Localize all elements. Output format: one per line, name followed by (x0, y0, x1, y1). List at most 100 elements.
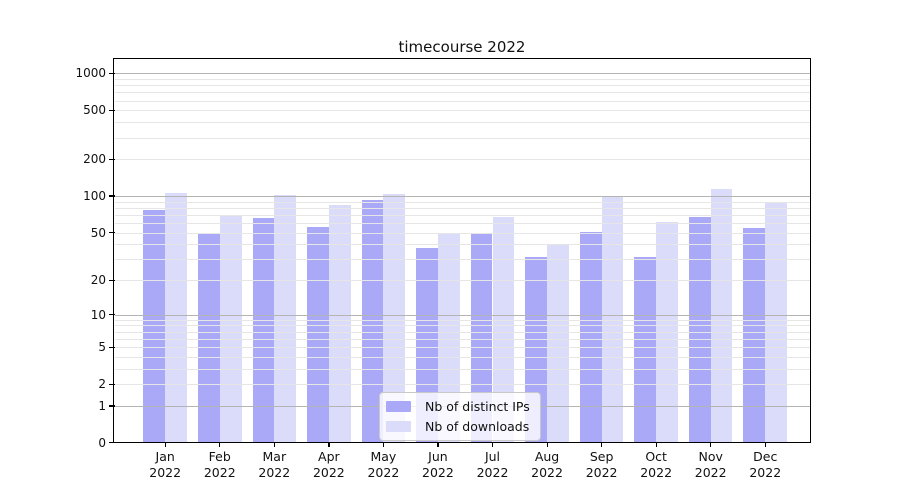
gridline-20 (114, 280, 810, 282)
bar-downloads-nov (710, 189, 733, 443)
y-tick-mark (109, 383, 115, 385)
y-tick-label-5: 5 (98, 340, 106, 355)
legend-swatch-distinct-ips (386, 401, 411, 412)
y-tick-mark (109, 72, 115, 74)
y-tick-mark (109, 405, 115, 407)
x-tick-label-apr: Apr 2022 (312, 449, 345, 480)
gridline-500 (114, 110, 810, 112)
x-tick-mark (328, 442, 330, 447)
gridline-600 (114, 100, 810, 102)
y-tick-mark (109, 442, 115, 444)
x-tick-label-may: May 2022 (367, 449, 400, 480)
legend-item-distinct-ips: Nb of distinct IPs (386, 399, 530, 414)
x-tick-label-jan: Jan 2022 (149, 449, 182, 480)
gridline-100 (114, 195, 810, 197)
gridline-800 (114, 85, 810, 87)
gridline-9 (114, 319, 810, 321)
gridline-90 (114, 201, 810, 203)
bar-downloads-dec (765, 202, 788, 443)
x-tick-mark (764, 442, 766, 447)
y-tick-mark (109, 232, 115, 234)
legend-label-downloads: Nb of downloads (425, 419, 530, 434)
gridline-7 (114, 331, 810, 333)
bar-ips-nov (688, 217, 711, 443)
x-tick-mark (710, 442, 712, 447)
gridline-6 (114, 338, 810, 340)
bar-downloads-apr (328, 205, 351, 443)
y-tick-label-1000: 1000 (75, 66, 106, 81)
gridline-70 (114, 214, 810, 216)
y-tick-label-1: 1 (98, 398, 106, 413)
bar-downloads-aug (547, 244, 569, 443)
x-tick-mark (273, 442, 275, 447)
bar-ips-jul (470, 232, 493, 443)
y-tick-label-100: 100 (83, 188, 106, 203)
bar-downloads-may (383, 193, 406, 443)
gridline-1000 (114, 73, 810, 75)
y-tick-mark (109, 195, 115, 197)
y-tick-label-200: 200 (83, 152, 106, 167)
gridline-40 (114, 244, 810, 246)
gridline-200 (114, 159, 810, 161)
x-tick-mark (492, 442, 494, 447)
bar-downloads-jul (492, 217, 515, 443)
gridline-700 (114, 92, 810, 94)
gridline-50 (114, 232, 810, 234)
x-tick-label-oct: Oct 2022 (640, 449, 673, 480)
x-tick-mark (219, 442, 221, 447)
x-tick-label-sep: Sep 2022 (585, 449, 618, 480)
bar-downloads-sep (601, 195, 624, 443)
x-tick-label-jul: Jul 2022 (476, 449, 509, 480)
bar-ips-dec (743, 227, 766, 443)
y-tick-label-10: 10 (90, 307, 106, 322)
bar-downloads-jan (165, 193, 187, 443)
y-tick-label-500: 500 (83, 103, 106, 118)
gridline-400 (114, 122, 810, 124)
y-tick-label-0: 0 (98, 435, 106, 450)
bar-downloads-mar (274, 195, 297, 443)
y-tick-label-50: 50 (90, 225, 106, 240)
x-tick-label-nov: Nov 2022 (694, 449, 727, 480)
x-tick-mark (546, 442, 548, 447)
y-tick-mark (109, 109, 115, 111)
x-tick-mark (382, 442, 385, 447)
x-tick-label-dec: Dec 2022 (749, 449, 782, 480)
y-tick-mark (109, 346, 115, 348)
x-tick-label-feb: Feb 2022 (203, 449, 236, 480)
x-tick-label-aug: Aug 2022 (531, 449, 563, 480)
x-tick-mark (437, 442, 439, 447)
x-tick-mark (601, 442, 603, 447)
y-tick-label-2: 2 (98, 377, 106, 392)
x-tick-label-mar: Mar 2022 (258, 449, 291, 480)
x-tick-mark (164, 442, 166, 447)
bar-downloads-jun (437, 232, 460, 443)
gridline-4 (114, 356, 810, 358)
bar-ips-feb (197, 233, 220, 443)
gridline-900 (114, 78, 810, 80)
gridline-5 (114, 347, 810, 349)
y-tick-label-20: 20 (90, 273, 106, 288)
legend-label-distinct-ips: Nb of distinct IPs (425, 399, 530, 414)
legend-item-downloads: Nb of downloads (386, 419, 530, 434)
gridline-30 (114, 259, 810, 261)
y-tick-mark (109, 314, 115, 316)
gridline-10 (114, 314, 810, 316)
gridline-2 (114, 384, 810, 386)
x-tick-mark (655, 442, 657, 447)
gridline-8 (114, 325, 810, 327)
gridline-300 (114, 137, 810, 139)
y-tick-mark (109, 279, 115, 281)
bar-ips-sep (579, 231, 602, 443)
x-tick-label-jun: Jun 2022 (422, 449, 454, 480)
bar-ips-oct (634, 257, 657, 443)
bar-ips-mar (252, 217, 275, 443)
bar-downloads-feb (219, 214, 242, 443)
gridline-3 (114, 368, 810, 370)
bar-ips-may (361, 200, 384, 443)
gridline-60 (114, 222, 810, 224)
legend-swatch-downloads (386, 421, 411, 432)
chart-title: timecourse 2022 (398, 38, 526, 56)
gridline-80 (114, 207, 810, 209)
y-tick-mark (109, 158, 115, 160)
